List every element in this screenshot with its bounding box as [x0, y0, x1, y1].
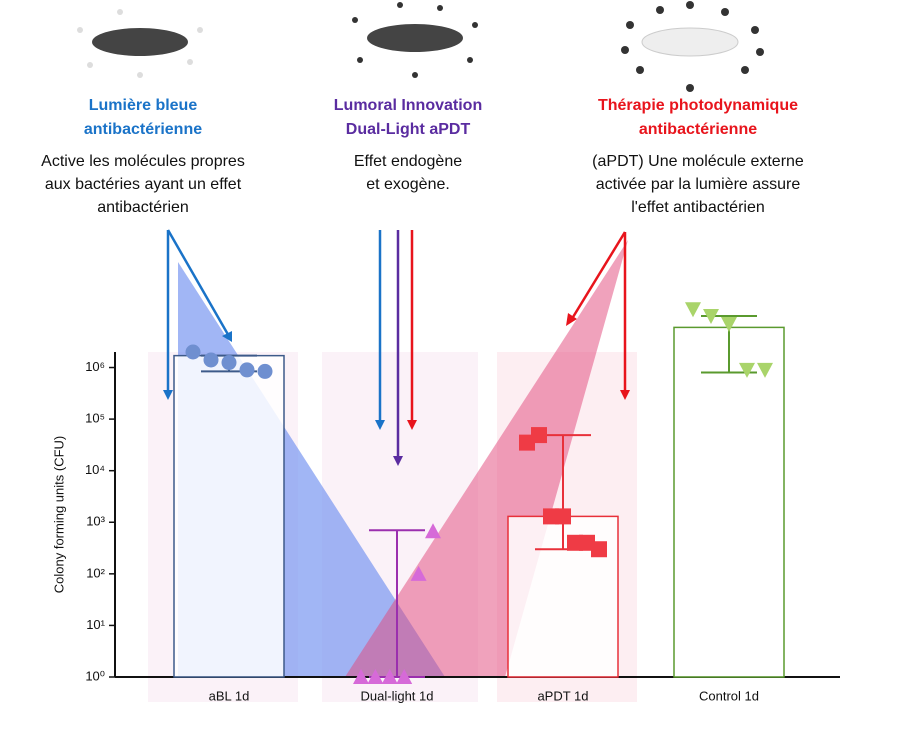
header-title: Lumière bleue [89, 97, 198, 114]
chart: Colony forming units (CFU) 10⁰ 10¹ 10² 10³ 10… [51, 302, 840, 703]
x-tick-label: Dual-light 1d [361, 688, 434, 703]
data-point [739, 362, 755, 378]
data-point [721, 316, 737, 332]
data-point [591, 541, 607, 558]
y-tick-label: 10¹ [86, 617, 105, 632]
y-tick-label: 10⁶ [85, 359, 105, 374]
data-point [410, 565, 427, 581]
y-tick-label: 10² [86, 565, 105, 580]
header-text: activée par la lumière assure [596, 176, 801, 193]
header: Lumière bleue antibactérienne Active les m… [41, 97, 804, 216]
header-title: Dual-Light aPDT [346, 121, 471, 138]
data-point [555, 508, 571, 525]
header-text: Effet endogène [354, 153, 462, 170]
data-point [203, 352, 219, 368]
data-point [685, 302, 701, 318]
x-tick-label: Control 1d [699, 688, 759, 703]
bacteria-icons [77, 1, 764, 92]
y-tick-label: 10³ [86, 514, 105, 529]
data-point [239, 362, 255, 378]
data-point [703, 308, 719, 324]
header-text: Active les molécules propres [41, 153, 245, 170]
y-tick-label: 10⁵ [85, 411, 105, 426]
data-point [185, 344, 201, 360]
x-tick-label: aPDT 1d [537, 688, 588, 703]
data-point [367, 669, 384, 684]
header-text: aux bactéries ayant un effet [45, 176, 242, 193]
y-tick-label: 10⁰ [85, 668, 105, 683]
data-point [221, 355, 237, 371]
header-title: Lumoral Innovation [334, 97, 482, 114]
bar [173, 354, 285, 678]
header-text: et exogène. [366, 176, 450, 193]
header-text: antibactérien [97, 199, 189, 216]
y-axis-label: Colony forming units (CFU) [51, 436, 66, 594]
y-tick-label: 10⁴ [85, 462, 105, 477]
header-title: antibactérienne [84, 121, 202, 138]
header-title: Thérapie photodynamique [598, 97, 798, 114]
arrow-heads [163, 313, 630, 466]
data-point [353, 669, 369, 684]
header-text: l'effet antibactérien [631, 199, 765, 216]
x-tick-label: aBL 1d [209, 688, 250, 703]
red-light-beam [345, 240, 628, 677]
header-text: (aPDT) Une molécule externe [592, 153, 804, 170]
data-point [381, 669, 398, 684]
data-point [425, 523, 441, 539]
data-point [531, 427, 547, 444]
data-point [396, 669, 413, 684]
bar [673, 326, 785, 678]
arrows [166, 229, 627, 462]
data-point [257, 363, 273, 379]
header-title: antibactérienne [639, 121, 757, 138]
data-point [757, 362, 773, 378]
